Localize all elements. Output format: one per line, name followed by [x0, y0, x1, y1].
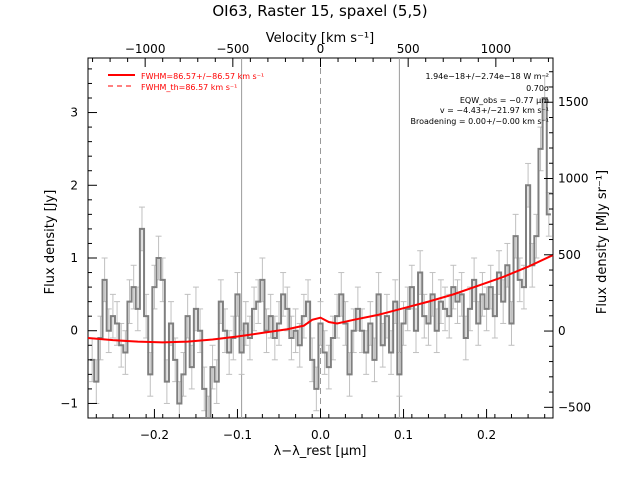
annotation-velocity: v = −4.43+/−21.97 km s⁻¹ [440, 106, 549, 115]
x2-tick-label: 500 [397, 42, 420, 56]
y2-tick-label: 0 [558, 324, 566, 338]
legend-label-fwhm-th: FWHM_th=86.57 km s⁻¹ [141, 83, 237, 92]
x-tick-label: 0.2 [477, 428, 496, 442]
x2-tick-label: −1000 [125, 42, 166, 56]
data-step-line [90, 97, 551, 419]
annotation-flux: 1.94e−18+/−2.74e−18 W m⁻² [425, 72, 549, 81]
x-tick-label: 0.1 [394, 428, 413, 442]
y-tick-label: −1 [60, 396, 78, 410]
annotation-sigma: 0.70σ [526, 84, 549, 93]
chart-title: OI63, Raster 15, spaxel (5,5) [212, 2, 427, 20]
y2-axis-label: Flux density [MJy sr⁻¹] [595, 170, 610, 314]
top-axis-label: Velocity [km s⁻¹] [266, 31, 374, 46]
y-tick-label: 1 [70, 251, 78, 265]
x2-tick-label: −500 [216, 42, 249, 56]
y-axis-label: Flux density [Jy] [43, 190, 58, 295]
x2-tick-label: 1000 [481, 42, 512, 56]
annotations: 1.94e−18+/−2.74e−18 W m⁻² 0.70σ EQW_obs … [411, 72, 550, 126]
legend: FWHM=86.57+/−86.57 km s⁻¹ FWHM_th=86.57 … [108, 72, 264, 92]
ticks: −0.2 −0.1 0.0 0.1 0.2 −1 0 1 2 3 −1000 −500 0 500 1000… [60, 42, 591, 442]
series-lines [87, 97, 554, 419]
y-tick-label: 3 [70, 106, 78, 120]
y-tick-label: 2 [70, 178, 78, 192]
y-tick-label: 0 [70, 324, 78, 338]
vertical-lines [241, 58, 400, 418]
error-bars [89, 75, 552, 418]
annotation-eqw: EQW_obs = −0.77 μm [460, 96, 549, 105]
x-tick-label: 0.0 [311, 428, 330, 442]
fit-line [87, 254, 554, 344]
annotation-broadening: Broadening = 0.00+/−0.00 km s⁻¹ [411, 117, 549, 126]
x2-tick-label: 0 [317, 42, 325, 56]
legend-label-fwhm: FWHM=86.57+/−86.57 km s⁻¹ [141, 72, 264, 81]
x-axis-label: λ−λ_rest [μm] [274, 444, 367, 459]
x-tick-label: −0.2 [140, 428, 169, 442]
y2-tick-label: 1500 [558, 95, 589, 109]
x-tick-label: −0.1 [223, 428, 252, 442]
y2-tick-label: 1000 [558, 172, 589, 186]
y2-tick-label: 500 [558, 248, 581, 262]
y2-tick-label: −500 [558, 400, 591, 414]
